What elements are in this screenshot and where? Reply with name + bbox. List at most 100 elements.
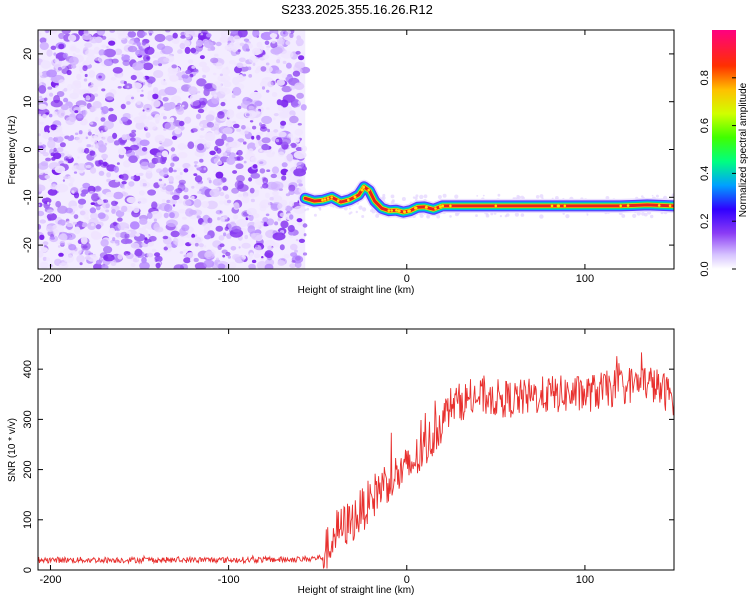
noise-blob <box>105 209 110 213</box>
noise-blob <box>279 110 289 118</box>
noise-blob <box>254 221 264 229</box>
noise-blob <box>281 175 287 181</box>
noise-blob <box>158 178 163 182</box>
noise-blob <box>69 92 79 100</box>
noise-blob <box>172 156 180 162</box>
noise-blob <box>296 218 303 223</box>
noise-blob <box>232 170 238 174</box>
noise-blob <box>272 191 279 196</box>
noise-blob <box>104 142 108 146</box>
noise-blob <box>267 245 273 251</box>
noise-blob <box>298 183 303 187</box>
noise-blob <box>183 168 189 173</box>
noise-blob <box>39 219 47 224</box>
noise-blob <box>151 248 157 253</box>
noise-blob <box>298 238 305 243</box>
noise-blob <box>182 199 192 207</box>
noise-blob <box>53 52 57 56</box>
noise-blob <box>38 162 49 170</box>
noise-blob <box>170 162 175 168</box>
noise-blob <box>162 116 167 120</box>
noise-blob <box>121 134 128 141</box>
noise-blob <box>215 171 224 179</box>
noise-blob <box>40 60 52 69</box>
noise-blob <box>265 192 270 199</box>
noise-blob <box>290 142 297 148</box>
halo-dot <box>485 212 489 216</box>
noise-blob <box>190 47 197 54</box>
speckle <box>563 204 567 208</box>
noise-blob <box>251 259 257 264</box>
noise-blob <box>280 30 289 37</box>
noise-blob <box>232 120 237 124</box>
noise-blob <box>178 198 183 204</box>
noise-blob <box>172 194 180 201</box>
noise-blob <box>93 93 99 97</box>
noise-blob <box>175 106 184 112</box>
speckle <box>323 198 327 201</box>
noise-blob <box>281 73 288 79</box>
noise-blob <box>142 62 154 71</box>
speckle <box>494 204 498 208</box>
noise-blob <box>291 98 300 106</box>
speckle <box>395 209 398 212</box>
halo-dot <box>535 195 540 199</box>
noise-blob <box>269 196 274 201</box>
noise-blob <box>149 210 163 220</box>
noise-blob <box>256 41 263 48</box>
noise-blob <box>101 88 106 92</box>
noise-blob <box>199 135 204 139</box>
noise-blob <box>96 30 106 36</box>
noise-blob <box>149 32 152 36</box>
noise-blob <box>44 125 51 134</box>
noise-blob <box>87 222 97 230</box>
noise-blob <box>150 99 161 108</box>
noise-blob <box>277 217 281 220</box>
noise-blob <box>171 200 175 204</box>
speckle <box>398 209 401 213</box>
noise-blob <box>68 182 74 187</box>
noise-blob <box>58 43 65 50</box>
noise-blob <box>233 214 239 220</box>
noise-blob <box>247 148 254 153</box>
noise-blob <box>132 61 144 71</box>
noise-blob <box>46 209 55 215</box>
noise-blob <box>117 86 122 89</box>
noise-blob <box>294 82 305 90</box>
noise-blob <box>179 171 183 176</box>
noise-blob <box>302 223 308 228</box>
noise-blob <box>76 73 82 81</box>
noise-blob <box>128 155 138 163</box>
noise-blob <box>197 108 205 114</box>
noise-blob <box>79 210 86 216</box>
noise-blob <box>47 217 52 222</box>
snr-ytick-label: 0 <box>22 567 34 573</box>
noise-blob <box>252 164 258 169</box>
noise-blob <box>162 97 169 102</box>
halo-dot <box>437 195 442 199</box>
noise-blob <box>273 30 279 34</box>
noise-blob <box>294 261 302 268</box>
noise-blob <box>55 184 61 190</box>
noise-blob <box>281 85 292 93</box>
noise-blob <box>158 63 163 67</box>
noise-blob <box>185 69 192 75</box>
noise-blob <box>75 48 81 53</box>
noise-blob <box>89 106 97 112</box>
noise-blob <box>277 151 285 157</box>
noise-blob <box>66 83 73 91</box>
noise-blob <box>67 175 72 181</box>
noise-blob <box>193 69 198 72</box>
noise-blob <box>181 104 185 108</box>
noise-blob <box>90 167 97 174</box>
noise-blob <box>151 201 158 209</box>
noise-blob <box>111 200 118 206</box>
halo-dot <box>382 193 386 197</box>
noise-blob <box>202 74 207 78</box>
noise-blob <box>39 234 45 240</box>
noise-blob <box>231 187 240 194</box>
noise-blob <box>165 30 171 33</box>
noise-blob <box>48 113 53 118</box>
noise-blob <box>85 95 91 101</box>
